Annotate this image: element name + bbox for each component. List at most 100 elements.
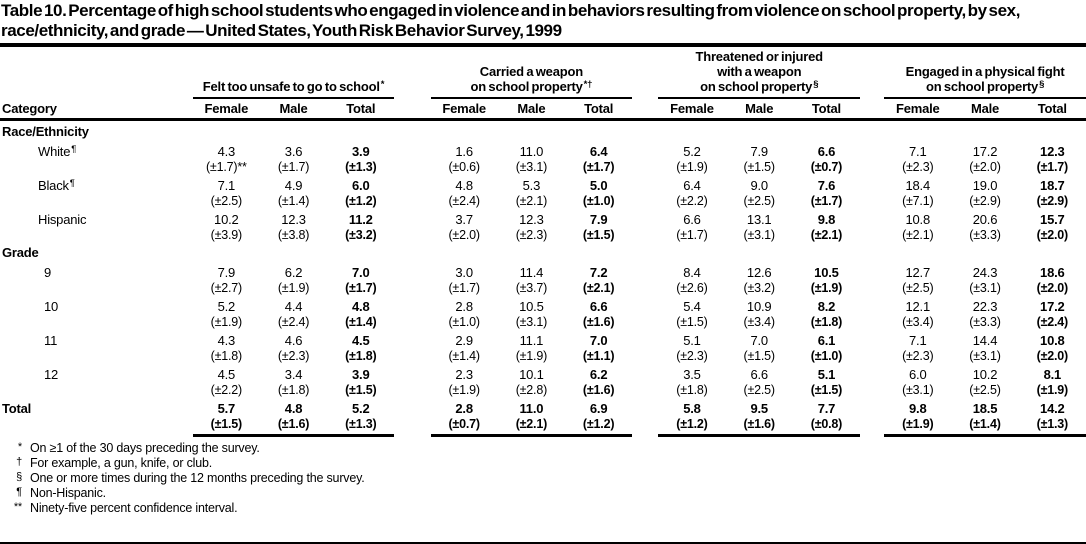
cell-confidence-interval: (±2.5)	[969, 383, 1001, 397]
footnote-marker: §	[813, 79, 819, 90]
cell-confidence-interval: (±2.5)	[902, 281, 934, 295]
column-gap	[394, 140, 430, 174]
cell-confidence-interval: (±2.8)	[515, 383, 548, 397]
cell-value: 5.0	[589, 178, 608, 193]
column-gap	[632, 208, 658, 242]
column-gap	[394, 261, 430, 295]
cell-value: 5.4	[683, 299, 701, 314]
cell-value: 18.6	[1040, 265, 1065, 280]
column-gap	[632, 295, 658, 329]
cell-confidence-interval: (±1.7)**	[205, 160, 247, 174]
cell-value: 14.4	[972, 333, 998, 348]
footnote: ** Ninety-five percent confidence interva…	[2, 501, 1086, 516]
table-row-ci: (±3.9) (±3.8) (±3.2) (±2.0) (±2.3) (±1.5) (±1.…	[0, 227, 1086, 242]
cell-confidence-interval: (±0.8)	[792, 416, 861, 437]
group-header-line: Carried a weapon	[431, 64, 633, 79]
label-text: 12	[44, 367, 59, 382]
table-row: 9 7.9 6.2 7.0 3.0 11.4 7.2 8.4 12.6 10.5 12.7 24.3 1…	[0, 261, 1086, 280]
cell-confidence-interval: (±1.9)	[1036, 383, 1069, 397]
cell-confidence-interval: (±2.3)	[277, 349, 310, 363]
table-row: Total 5.7 4.8 5.2 2.8 11.0 6.9 5.8 9.5 7.7 9.8 18.5…	[0, 397, 1086, 416]
cell-confidence-interval: (±1.9)	[884, 416, 952, 437]
cell-value: 3.9	[352, 144, 370, 159]
table-title: Table 10. Percentage of high school stud…	[1, 1, 1021, 40]
cell-confidence-interval: (±3.1)	[743, 228, 775, 242]
cell-confidence-interval: (±3.2)	[743, 281, 775, 295]
cell-confidence-interval: (±2.4)	[448, 194, 480, 208]
cell-value: 2.9	[455, 333, 473, 348]
cell-confidence-interval: (±1.0)	[582, 194, 615, 208]
cell-confidence-interval: (±1.0)	[448, 315, 480, 329]
sub-header-male: Male	[497, 98, 565, 121]
cell-value: 7.2	[589, 265, 608, 280]
cell-confidence-interval: (±1.4)	[277, 194, 310, 208]
cell-value: 8.2	[817, 299, 836, 314]
cell-confidence-interval: (±1.8)	[277, 383, 310, 397]
cell-value: 17.2	[1040, 299, 1065, 314]
cell-confidence-interval: (±0.6)	[448, 160, 480, 174]
cell-confidence-interval: (±1.0)	[810, 349, 843, 363]
cell-value: 10.1	[519, 367, 544, 382]
cell-confidence-interval: (±1.4)	[448, 349, 480, 363]
cell-confidence-interval: (±2.2)	[210, 383, 243, 397]
cell-confidence-interval: (±2.3)	[902, 349, 934, 363]
cell-value: 6.1	[817, 333, 836, 348]
label-text: 11	[44, 333, 58, 348]
cell-value: 20.6	[972, 212, 998, 227]
cell-value: 10.2	[214, 212, 239, 227]
cell-confidence-interval: (±2.0)	[1036, 281, 1069, 295]
cell-value: 3.4	[284, 367, 303, 382]
cell-confidence-interval: (±3.9)	[210, 228, 243, 242]
column-gap	[632, 363, 658, 397]
footnote-text: Non-Hispanic.	[30, 486, 106, 500]
cell-value: 6.6	[817, 144, 836, 159]
footnote-marker: §	[1039, 79, 1045, 90]
cell-confidence-interval: (±1.8)	[810, 315, 843, 329]
cell-confidence-interval: (±1.7)	[345, 281, 377, 295]
footnote-symbol: †	[16, 456, 22, 468]
sub-header-total: Total	[565, 98, 633, 121]
cell-confidence-interval: (±7.1)	[902, 194, 934, 208]
footnote-text: Ninety-five percent confidence interval.	[30, 501, 238, 515]
cell-confidence-interval: (±2.6)	[676, 281, 708, 295]
data-table: Category Felt too unsafe to go to school*…	[0, 49, 1086, 437]
cell-value: 4.5	[352, 333, 370, 348]
group-header-line: Engaged in a physical fight	[884, 64, 1086, 79]
cell-confidence-interval: (±1.7)	[1036, 160, 1069, 174]
cell-value: 12.3	[1040, 144, 1065, 159]
cell-value: 18.5	[972, 401, 998, 416]
cell-confidence-interval: (±1.1)	[582, 349, 615, 363]
cell-confidence-interval: (±2.9)	[1036, 194, 1069, 208]
label-text: Total	[2, 401, 32, 416]
sub-header-male: Male	[725, 98, 793, 121]
section-row: Race/Ethnicity	[0, 120, 1086, 141]
cell-confidence-interval: (±3.1)	[969, 281, 1001, 295]
cell-confidence-interval: (±1.4)	[345, 315, 377, 329]
cell-value: 9.5	[750, 401, 768, 416]
cell-value: 12.6	[746, 265, 772, 280]
group-header-carried-a-weapon-on-school-property: Carried a weapon on school property*†	[430, 49, 633, 99]
cell-value: 7.9	[589, 212, 608, 227]
table-row-ci: (±2.5) (±1.4) (±1.2) (±2.4) (±2.1) (±1.0) (±2.…	[0, 193, 1086, 208]
footnote: ¶ Non-Hispanic.	[2, 486, 1086, 501]
cell-confidence-interval: (±2.1)	[515, 194, 548, 208]
cell-value: 4.8	[352, 299, 370, 314]
cell-confidence-interval: (±2.0)	[1036, 228, 1069, 242]
column-gap	[394, 174, 430, 208]
cell-confidence-interval: (±2.2)	[676, 194, 708, 208]
cell-value: 11.0	[519, 144, 544, 159]
footnote-text: One or more times during the 12 months p…	[30, 471, 365, 485]
cell-confidence-interval: (±1.9)	[210, 315, 243, 329]
cell-confidence-interval: (±0.7)	[430, 416, 498, 437]
cell-value: 6.6	[589, 299, 608, 314]
cell-confidence-interval: (±1.8)	[676, 383, 708, 397]
cell-value: 12.1	[905, 299, 931, 314]
column-gap	[860, 295, 884, 329]
cell-confidence-interval: (±1.7)	[676, 228, 708, 242]
column-gap	[394, 295, 430, 329]
column-gap	[860, 49, 885, 121]
cell-value: 5.7	[217, 401, 236, 416]
row-category: Total	[0, 397, 193, 436]
label-text: 10	[44, 299, 59, 314]
footnote: § One or more times during the 12 months …	[2, 471, 1086, 486]
